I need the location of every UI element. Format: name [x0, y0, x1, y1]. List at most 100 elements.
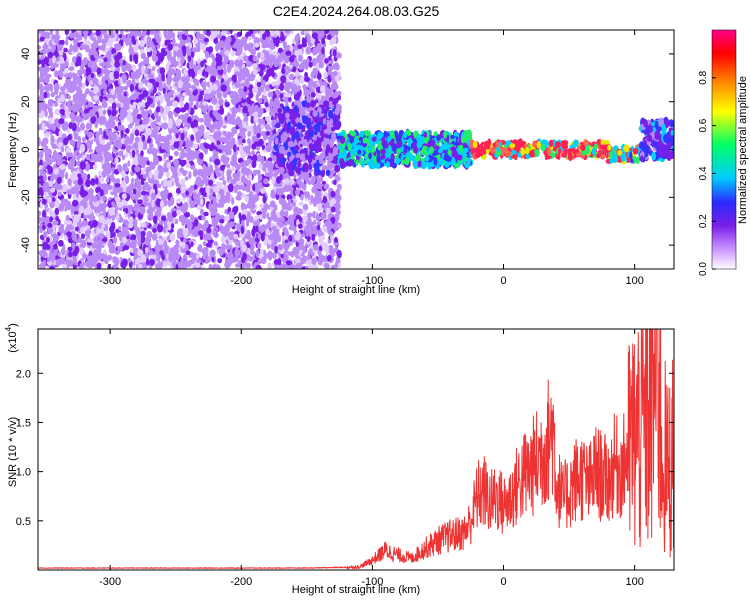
heatmap-cell — [162, 167, 169, 173]
heatmap-cell — [139, 61, 147, 66]
heatmap-cell — [283, 172, 289, 180]
heatmap-cell — [282, 227, 288, 232]
heatmap-cell — [128, 222, 134, 229]
heatmap-cell — [225, 261, 232, 267]
heatmap-cell — [53, 101, 59, 107]
heatmap-cell — [193, 184, 198, 190]
heatmap-cell — [298, 63, 303, 71]
heatmap-cell — [145, 47, 152, 53]
heatmap-cell — [255, 249, 260, 258]
heatmap-cell — [43, 174, 47, 183]
heatmap-cell — [144, 241, 151, 246]
heatmap-cell — [74, 226, 79, 232]
heatmap-cell — [157, 100, 161, 107]
heatmap-cell — [161, 122, 169, 130]
heatmap-cell — [242, 138, 246, 144]
heatmap-cell — [131, 149, 136, 158]
heatmap-cell — [133, 115, 138, 124]
heatmap-cell — [53, 183, 59, 190]
heatmap-cell — [213, 37, 219, 44]
heatmap-cell — [58, 118, 65, 125]
heatmap-cell — [220, 235, 226, 243]
heatmap-cell — [180, 178, 186, 185]
heatmap-cell — [259, 64, 266, 71]
heatmap-cell — [152, 49, 158, 56]
heatmap-cell — [191, 115, 195, 120]
heatmap-cell — [192, 96, 199, 102]
heatmap-cell — [89, 91, 93, 97]
heatmap-cell — [184, 211, 191, 218]
heatmap-cell — [298, 244, 304, 251]
heatmap-cell — [55, 30, 60, 36]
heatmap-cell — [95, 30, 101, 37]
heatmap-cell — [256, 219, 260, 226]
heatmap-cell — [41, 224, 46, 231]
heatmap-cell — [192, 127, 197, 132]
heatmap-cell — [77, 173, 82, 178]
heatmap-cell — [80, 233, 86, 240]
heatmap-cell — [172, 60, 179, 67]
heatmap-cell — [51, 197, 56, 203]
heatmap-cell — [110, 174, 115, 183]
heatmap-cell — [192, 143, 199, 150]
heatmap-cell — [101, 38, 106, 45]
heatmap-cell — [150, 163, 156, 170]
heatmap-cell — [137, 263, 143, 269]
heatmap-cell — [134, 153, 138, 162]
heatmap-cell — [146, 147, 153, 155]
heatmap-cell — [148, 206, 154, 212]
heatmap-cell — [109, 71, 115, 81]
heatmap-cell — [105, 178, 110, 183]
heatmap-cell — [305, 174, 310, 179]
heatmap-cell — [257, 107, 264, 116]
heatmap-cell — [205, 169, 211, 177]
heatmap-cell — [103, 188, 109, 195]
heatmap-cell — [147, 137, 152, 144]
heatmap-cell — [40, 170, 46, 177]
heatmap-cell — [185, 139, 191, 148]
heatmap-cell — [208, 202, 213, 212]
heatmap-cell — [207, 47, 213, 53]
heatmap-cell — [125, 207, 129, 214]
heatmap-cell — [294, 50, 300, 57]
heatmap-cell — [224, 224, 231, 233]
heatmap-cell — [254, 104, 259, 112]
heatmap-cell — [333, 70, 338, 77]
heatmap-cell — [66, 101, 71, 108]
heatmap-cell — [260, 258, 267, 264]
heatmap-cell — [168, 155, 173, 161]
heatmap-cell — [131, 264, 136, 269]
heatmap-cell — [134, 165, 141, 173]
heatmap-cell — [64, 88, 68, 94]
heatmap-cell — [82, 190, 88, 196]
heatmap-cell — [257, 86, 264, 93]
heatmap-cell — [304, 191, 309, 199]
heatmap-cell — [292, 246, 299, 253]
heatmap-cell — [65, 200, 72, 208]
heatmap-cell — [323, 71, 328, 78]
heatmap-cell — [200, 60, 205, 68]
heatmap-cell — [43, 91, 48, 99]
heatmap-cell — [273, 214, 278, 220]
heatmap-cell — [302, 215, 308, 222]
heatmap-cell — [67, 133, 72, 141]
heatmap-cell — [118, 96, 124, 103]
heatmap-cell — [148, 171, 153, 179]
heatmap-cell — [85, 155, 91, 161]
heatmap-cell — [102, 98, 106, 107]
heatmap-cell — [318, 231, 324, 237]
heatmap-cell — [268, 41, 275, 49]
heatmap-cell — [76, 141, 81, 150]
heatmap-cell — [202, 142, 208, 148]
heatmap-cell — [85, 260, 92, 268]
heatmap-cell — [184, 126, 188, 133]
heatmap-cell — [212, 59, 216, 66]
heatmap-cell — [231, 197, 235, 205]
heatmap-cell — [148, 143, 154, 149]
heatmap-cell — [263, 59, 267, 66]
heatmap-cell — [141, 134, 146, 142]
heatmap-cell — [302, 209, 308, 216]
heatmap-cell — [169, 196, 175, 206]
heatmap-cell — [111, 48, 117, 55]
